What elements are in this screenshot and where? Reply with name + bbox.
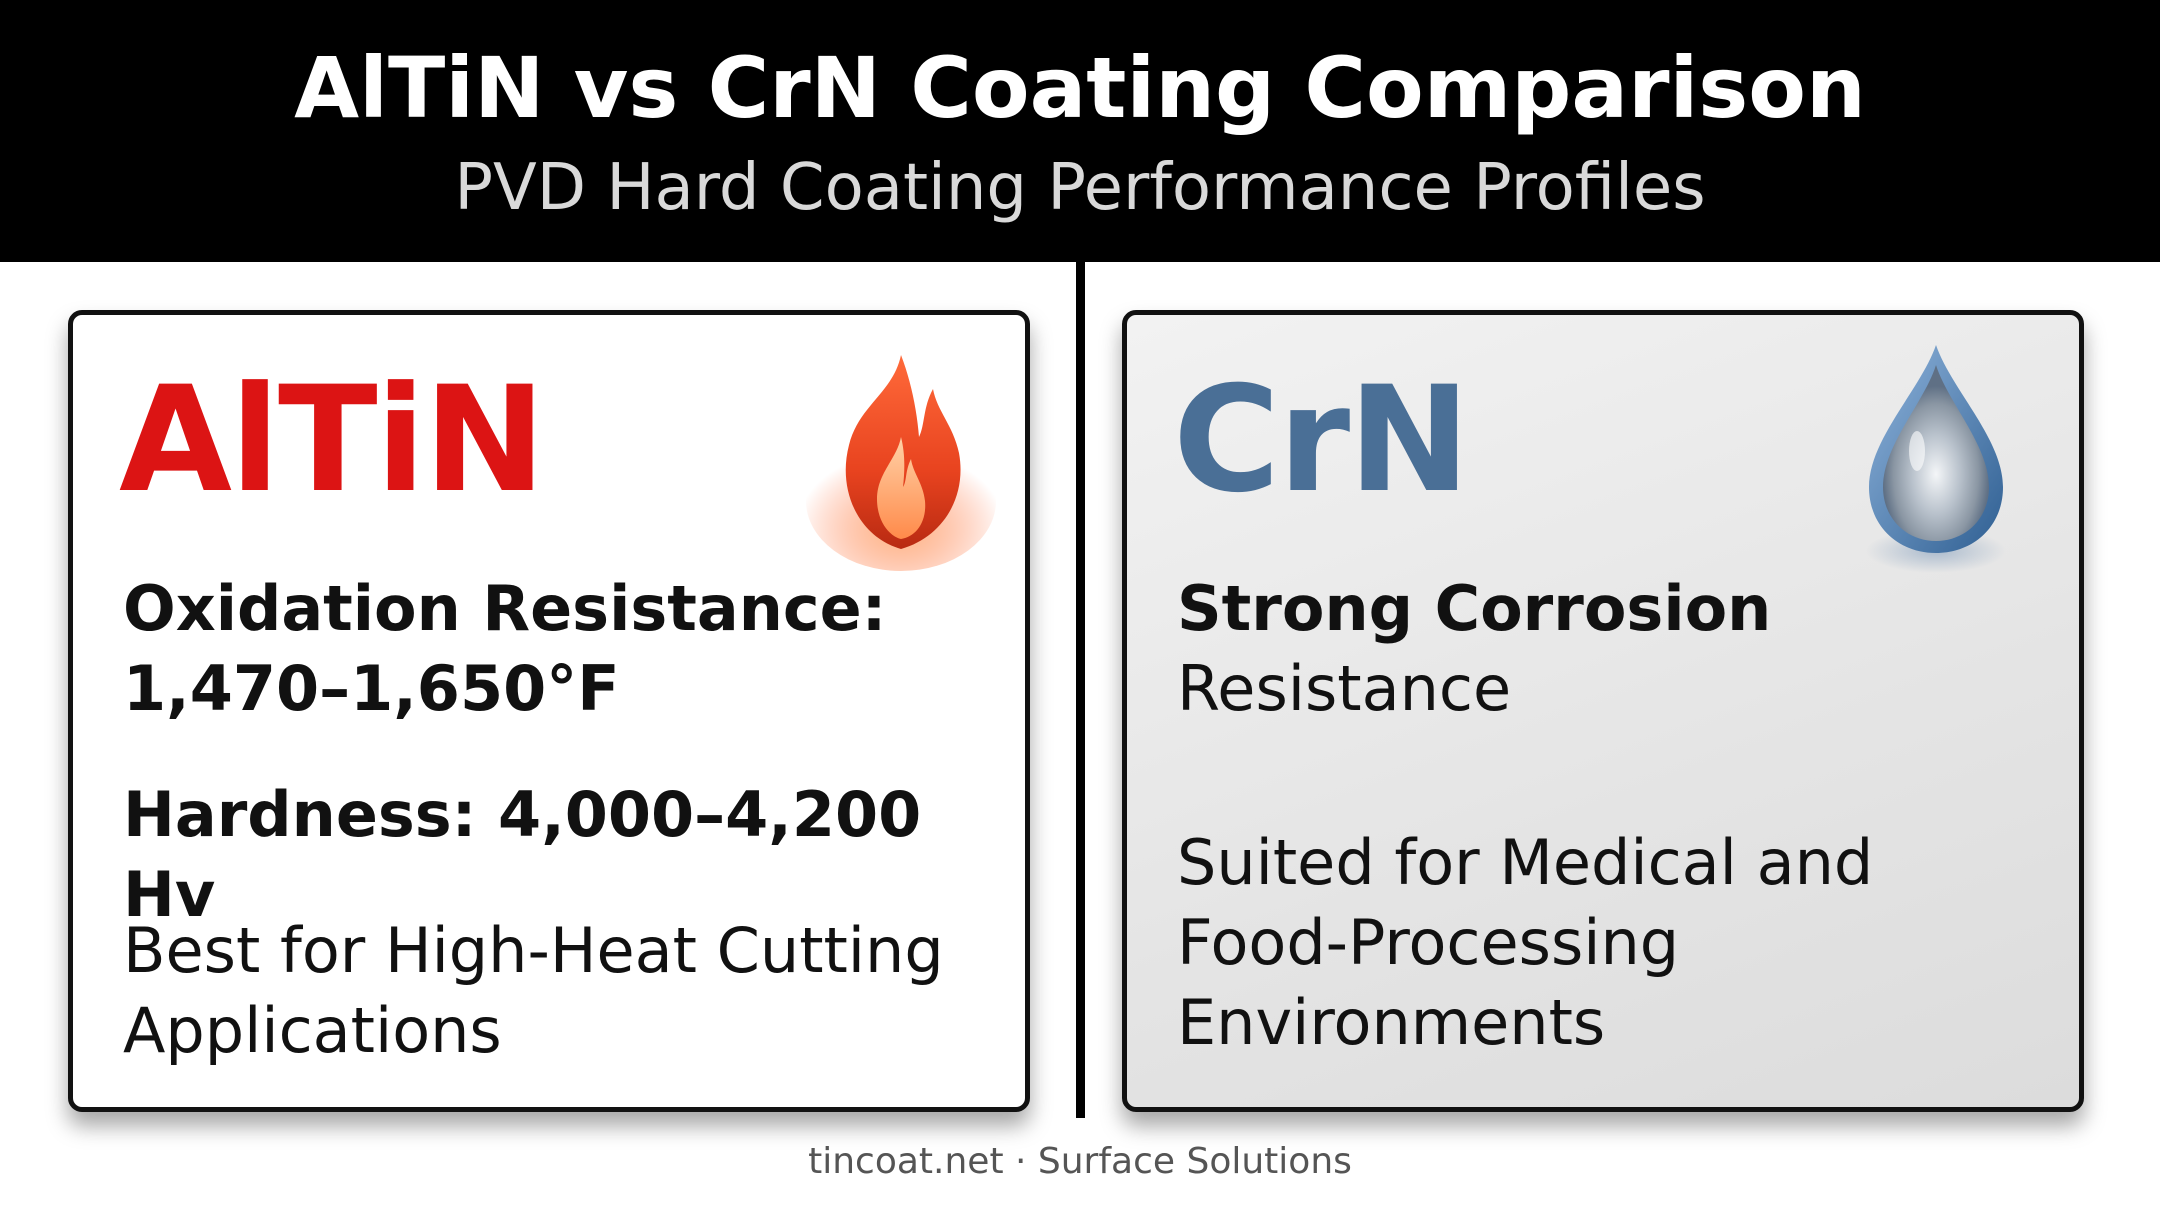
hardness-spec: Hardness: 4,000–4,200 Hv xyxy=(123,778,922,931)
corrosion-rest: Resistance xyxy=(1177,652,1512,725)
header-banner: AlTiN vs CrN Coating Comparison PVD Hard… xyxy=(0,0,2160,262)
crn-application-line: Food-Processing xyxy=(1177,906,1680,979)
fire-icon xyxy=(806,355,996,571)
crn-name: CrN xyxy=(1173,355,1470,525)
center-divider xyxy=(1076,262,1085,1118)
page-subtitle: PVD Hard Coating Performance Profiles xyxy=(454,151,1706,225)
altin-card: AlTiN Oxidation Resistance: 1,470–1,650°… xyxy=(68,310,1030,1112)
altin-application: Best for High-Heat Cutting Applications xyxy=(123,911,983,1071)
crn-card: CrN Strong Corrosion Resistance Suite xyxy=(1122,310,2084,1112)
oxidation-resistance: Oxidation Resistance: 1,470–1,650°F xyxy=(123,569,983,729)
altin-application-line: Best for High-Heat Cutting xyxy=(123,914,944,987)
crn-application-line: Environments xyxy=(1177,986,1606,1059)
footer-credit: tincoat.net · Surface Solutions xyxy=(808,1141,1352,1182)
altin-name: AlTiN xyxy=(119,355,546,525)
corrosion-heading: Strong Corrosion xyxy=(1177,572,1772,645)
oxidation-value: 1,470–1,650°F xyxy=(123,652,620,725)
oxidation-label: Oxidation Resistance: xyxy=(123,572,887,645)
page-title: AlTiN vs CrN Coating Comparison xyxy=(294,39,1866,137)
altin-application-line: Applications xyxy=(123,994,502,1067)
water-drop-icon xyxy=(1866,345,2006,573)
crn-application-line: Suited for Medical and xyxy=(1177,826,1874,899)
crn-application: Suited for Medical and Food-Processing E… xyxy=(1177,823,2037,1063)
